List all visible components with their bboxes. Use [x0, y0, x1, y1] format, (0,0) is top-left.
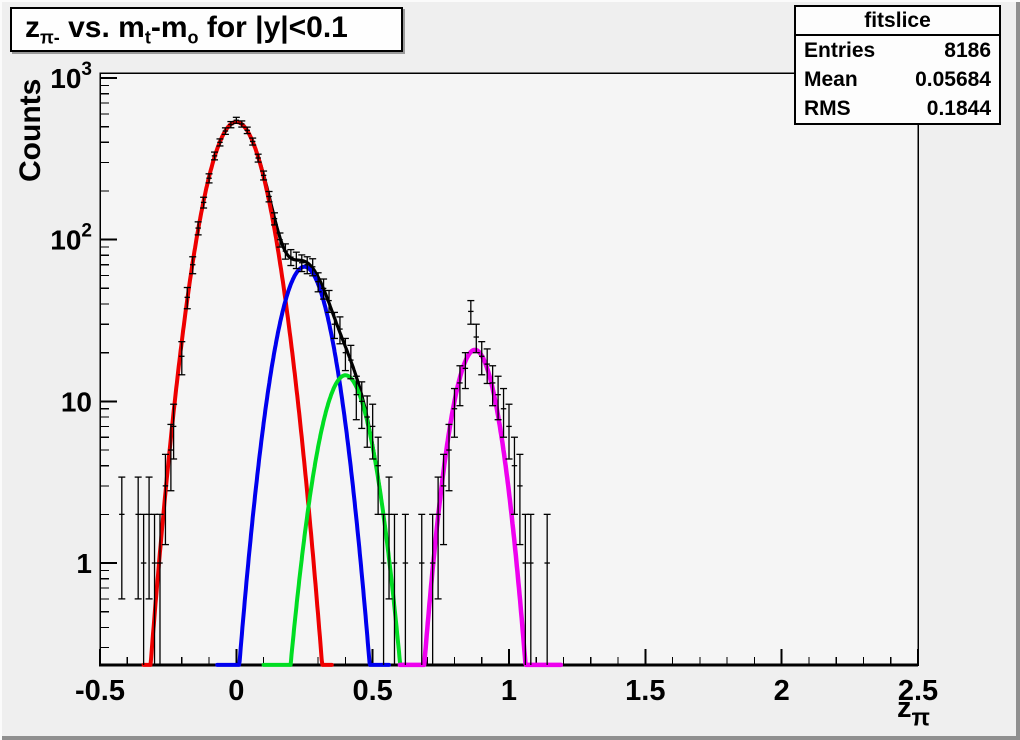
fit-curve-gauss-red	[141, 119, 334, 667]
y-axis-title: Counts	[14, 78, 47, 182]
svg-text:0.5: 0.5	[353, 675, 393, 707]
subscript: t	[144, 27, 151, 48]
stats-label: Entries	[804, 39, 876, 62]
stats-box: fitslice Entries 8186 Mean 0.05684 RMS 0…	[794, 5, 1001, 125]
svg-text:10: 10	[61, 386, 92, 417]
stats-value: 0.1844	[926, 97, 991, 120]
stats-value: 8186	[944, 39, 991, 62]
svg-text:102: 102	[50, 221, 92, 256]
stats-row-rms: RMS 0.1844	[796, 94, 999, 123]
text-segment: z	[897, 692, 912, 724]
plot-title-box: zπ- vs. mt-mo for |y|<0.1	[10, 7, 403, 52]
stats-row-entries: Entries 8186	[796, 36, 999, 65]
text-segment: for |y|<0.1	[198, 10, 348, 44]
stats-row-mean: Mean 0.05684	[796, 65, 999, 94]
text-segment: z	[25, 10, 40, 44]
svg-text:-0.5: -0.5	[75, 675, 125, 707]
x-axis-title: zπ	[855, 692, 930, 732]
subscript: π-	[40, 27, 60, 48]
tick-labels: -0.5 0 0.5 1 1.5 2 2.5 1 10 102 103	[50, 59, 938, 707]
stats-box-title: fitslice	[796, 7, 999, 36]
subscript: π	[911, 704, 931, 732]
stats-label: RMS	[804, 97, 851, 120]
plot-frame	[99, 72, 919, 666]
svg-text:1: 1	[501, 675, 517, 707]
stats-label: Mean	[804, 68, 858, 91]
svg-text:0: 0	[228, 675, 244, 707]
svg-text:1.5: 1.5	[625, 675, 665, 707]
text-segment: -m	[150, 10, 188, 44]
plot-title: zπ- vs. mt-mo for |y|<0.1	[25, 11, 348, 48]
text-segment: vs. m	[59, 10, 145, 44]
data-points	[118, 116, 551, 665]
svg-text:2: 2	[774, 675, 790, 707]
subscript: o	[187, 27, 199, 48]
svg-text:1: 1	[76, 548, 92, 579]
fit-curve-gauss-blue	[215, 264, 391, 667]
svg-text:103: 103	[50, 59, 92, 94]
fit-curve-gauss-magenta	[397, 347, 564, 668]
stats-value: 0.05684	[915, 68, 991, 91]
svg-text:2.5: 2.5	[898, 675, 938, 707]
